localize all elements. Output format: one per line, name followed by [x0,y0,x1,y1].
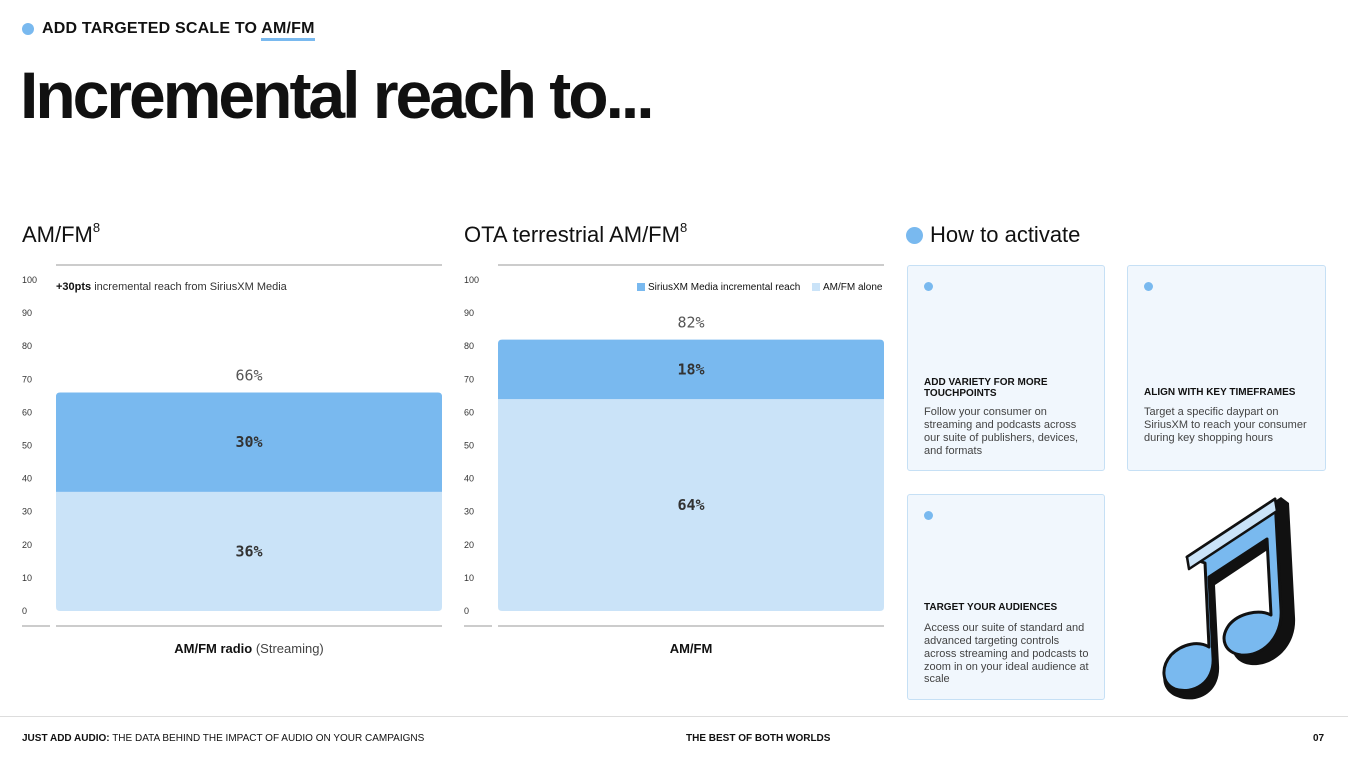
y-tick-label: 90 [464,308,474,318]
bullet-dot-icon [924,282,933,291]
page-title: Incremental reach to... [20,58,655,132]
y-tick-label: 70 [22,374,32,384]
card-heading: ALIGN WITH KEY TIMEFRAMES [1144,387,1296,398]
legend-swatch [637,283,645,291]
y-tick-label: 0 [464,606,469,616]
card-heading: ADD VARIETY FOR MORE TOUCHPOINTS [924,377,1048,399]
bullet-dot-icon [906,226,923,244]
legend-swatch [812,283,820,291]
chart-ota-terrestrial: 0 10 20 30 40 50 60 70 80 90 100 64% 18% 82% AM/FM Siri… [464,264,884,656]
y-tick-label: 60 [22,407,32,417]
y-tick-label: 50 [22,441,32,451]
y-tick-label: 10 [464,573,474,583]
segment-data-label: 18% [677,360,704,378]
bar-segment [498,339,884,400]
card-body: Target a specific daypart on SiriusXM to… [1144,406,1307,444]
eyebrow-text: ADD TARGETED SCALE TO AM/FM [42,20,315,41]
chart-amfm-streaming: 0 10 20 30 40 50 60 70 80 90 100 36% 30% 66% AM/FM rad… [22,264,442,656]
y-tick-label: 80 [22,341,32,351]
y-tick-label: 30 [464,507,474,517]
activate-card-variety: ADD VARIETY FOR MORE TOUCHPOINTS Follow … [907,265,1105,471]
y-tick-label: 30 [22,507,32,517]
bullet-dot-icon [1144,282,1153,291]
segment-data-label: 30% [235,433,262,451]
y-tick-label: 90 [22,308,32,318]
chart-title-amfm: AM/FM8 [22,220,101,247]
bar-segment [498,399,884,611]
segment-data-label: 64% [677,496,704,514]
activate-card-timeframes: ALIGN WITH KEY TIMEFRAMES Target a speci… [1127,265,1326,471]
footer-divider [0,716,1348,717]
bullet-dot-icon [22,23,34,35]
activate-card-audiences: TARGET YOUR AUDIENCES Access our suite o… [907,494,1105,700]
y-tick-label: 80 [464,341,474,351]
card-body: Access our suite of standard and advance… [924,622,1089,686]
section-eyebrow: ADD TARGETED SCALE TO AM/FM [22,20,315,41]
x-category-label: AM/FM radio (Streaming) [174,641,324,656]
y-tick-label: 40 [464,474,474,484]
total-data-label: 66% [235,367,262,385]
footer-left: JUST ADD AUDIO: THE DATA BEHIND THE IMPA… [22,733,425,744]
legend-label: AM/FM alone [823,282,883,293]
page-number: 07 [1313,733,1325,744]
bullet-dot-icon [924,511,933,520]
footer-center: THE BEST OF BOTH WORLDS [686,733,831,744]
card-body: Follow your consumer on streaming and po… [924,406,1079,457]
y-tick-label: 40 [22,474,32,484]
chart-title-ota: OTA terrestrial AM/FM8 [464,220,688,247]
y-tick-label: 20 [464,540,474,550]
bar-segment [56,491,442,611]
y-tick-label: 20 [22,540,32,550]
x-category-label: AM/FM [670,641,713,656]
y-tick-label: 100 [22,275,37,285]
y-tick-label: 10 [22,573,32,583]
card-heading: TARGET YOUR AUDIENCES [924,602,1058,613]
y-tick-label: 50 [464,441,474,451]
music-note-icon [1162,497,1296,700]
y-tick-label: 0 [22,606,27,616]
legend-label: SiriusXM Media incremental reach [648,282,800,293]
activate-heading: How to activate [906,222,1080,248]
segment-data-label: 36% [235,542,262,560]
activate-title: How to activate [930,222,1081,247]
y-tick-label: 100 [464,275,479,285]
total-data-label: 82% [677,314,704,332]
chart-annotation: +30pts incremental reach from SiriusXM M… [56,281,288,293]
y-tick-label: 70 [464,374,474,384]
bar-segment [56,392,442,492]
eyebrow-underlined: AM/FM [261,20,315,41]
y-tick-label: 60 [464,407,474,417]
